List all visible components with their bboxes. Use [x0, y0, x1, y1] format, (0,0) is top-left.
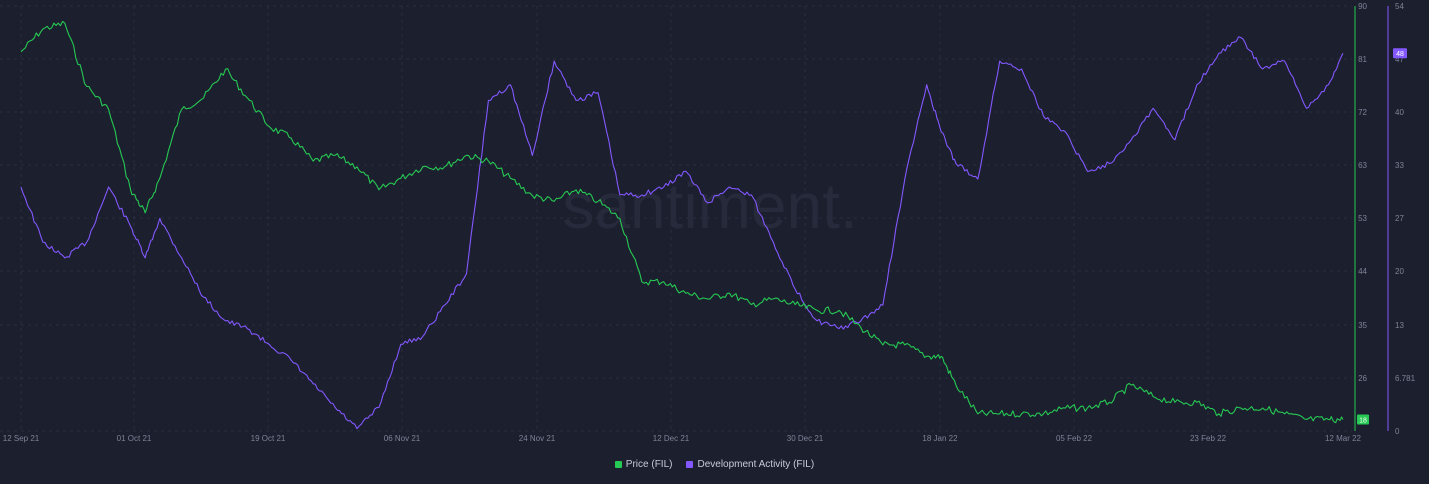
price-current-badge: [1357, 414, 1369, 425]
legend-item-price[interactable]: Price (FIL): [614, 459, 673, 470]
dev-activity-tick-label: 13: [1395, 321, 1404, 330]
x-tick-label: 30 Dec 21: [787, 434, 824, 443]
price-legend-swatch: [614, 461, 622, 468]
x-tick-label: 06 Nov 21: [384, 434, 421, 443]
x-tick-label: 18 Jan 22: [922, 434, 958, 443]
series-line-dev-activity: [20, 36, 1344, 430]
dev-activity-legend-swatch: [686, 461, 694, 468]
dev-activity-current-value: 48: [1396, 51, 1404, 58]
x-tick-label: 12 Sep 21: [3, 434, 40, 443]
price-tick-label: 90: [1358, 2, 1367, 11]
x-tick-label: 12 Mar 22: [1325, 434, 1362, 443]
price-tick-label: 81: [1358, 55, 1367, 64]
dev-activity-current-badge: [1393, 48, 1407, 59]
price-tick-label: 44: [1358, 267, 1367, 276]
dev-activity-tick-label: 40: [1395, 108, 1404, 117]
price-tick-label: 53: [1358, 214, 1367, 223]
series-line-price: [20, 20, 1344, 424]
x-tick-label: 05 Feb 22: [1056, 434, 1093, 443]
price-tick-label: 26: [1358, 374, 1367, 383]
dev-activity-tick-label: 33: [1395, 161, 1404, 170]
dev-activity-tick-label: 6.781: [1395, 374, 1416, 383]
dev-activity-tick-label: 27: [1395, 214, 1404, 223]
x-tick-label: 01 Oct 21: [117, 434, 152, 443]
legend-label-price: Price (FIL): [625, 459, 673, 470]
price-tick-label: 72: [1358, 108, 1367, 117]
price-tick-label: 35: [1358, 321, 1367, 330]
price-current-value: 18: [1359, 418, 1367, 425]
dev-activity-tick-label: 0: [1395, 427, 1400, 436]
x-tick-label: 12 Dec 21: [653, 434, 690, 443]
dev-activity-tick-label: 47: [1395, 55, 1404, 64]
dev-activity-tick-label: 20: [1395, 267, 1404, 276]
legend-item-dev-activity[interactable]: Development Activity (FIL): [686, 459, 814, 470]
x-tick-label: 24 Nov 21: [519, 434, 556, 443]
dev-activity-tick-label: 54: [1395, 2, 1404, 11]
legend-label-dev-activity: Development Activity (FIL): [697, 459, 815, 470]
price-tick-label: 63: [1358, 161, 1367, 170]
x-tick-label: 19 Oct 21: [251, 434, 286, 443]
x-tick-label: 23 Feb 22: [1190, 434, 1227, 443]
watermark: santiment.: [562, 170, 857, 242]
legend: Price (FIL) Development Activity (FIL): [0, 459, 1429, 470]
